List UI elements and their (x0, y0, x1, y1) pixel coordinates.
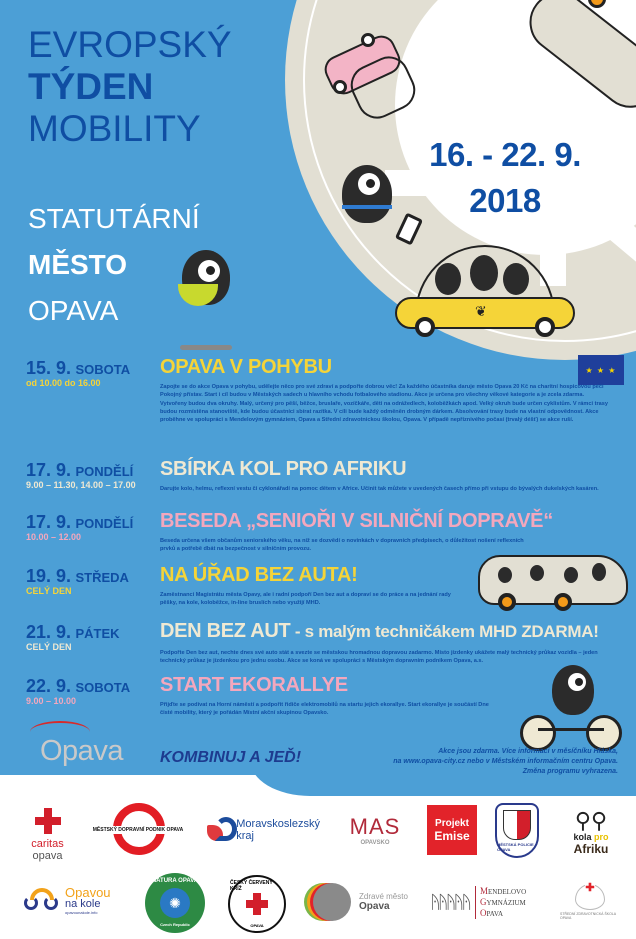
logo-cesky-cerveny-kriz: ČESKÝ ČERVENÝ KŘÍŽ OPAVA (228, 875, 286, 933)
logo-mas-opavsko: MAS OPAVSKO (349, 814, 401, 846)
msk-emblem-icon (205, 815, 237, 845)
event-day: 17. 9. PONDĚLÍ (26, 460, 134, 480)
date-year: 2018 (469, 182, 541, 219)
logo-natura-opava: NATURA OPAVA ✺ Czech Republic (145, 873, 205, 933)
tram-illustration (510, 0, 636, 140)
slogan: KOMBINUJ A JEĎ! (160, 749, 302, 766)
event-time: od 10.00 do 16.00 (26, 378, 101, 388)
yellow-electric-car-illustration: ❦ (395, 245, 575, 345)
cyclist-icon (22, 888, 62, 912)
opava-logo-word: Opava (40, 735, 123, 767)
cross-icon (34, 808, 61, 834)
poster-title: EVROPSKÝ TÝDEN MOBILITY (28, 26, 232, 147)
event-day: 15. 9. SOBOTA (26, 358, 131, 378)
partner-logos: caritas opava MĚSTSKÝ DOPRAVNÍ PODNIK OP… (0, 795, 636, 939)
event-description: Podpořte Den bez aut, nechte dnes své au… (160, 650, 598, 665)
bus-illustration (478, 555, 634, 615)
opava-city-logo: Opava (24, 721, 124, 775)
event-time: CELÝ DEN (26, 642, 72, 652)
red-cross-icon (246, 893, 268, 915)
event-description: Darujte kolo, helmu, reflexní vestu či c… (160, 486, 599, 492)
eu-flag-icon: ★ ★ ★ (578, 355, 624, 385)
zdrave-mesto-emblem-icon (313, 883, 351, 921)
logo-stredni-zdravotnicka-skola: ✚ STŘEDNÍ ZDRAVOTNICKÁ ŠKOLA OPAVA (560, 881, 616, 920)
event-time: 10.00 – 12.00 (26, 532, 82, 542)
pink-car-illustration (320, 25, 425, 126)
bicycle-icon: ⚲⚲ (574, 808, 608, 833)
logo-moravskoslezsky-kraj: Moravskoslezský kraj (205, 810, 320, 850)
leaf-icon: ❦ (475, 303, 487, 319)
blue-background-tail (250, 760, 636, 796)
skateboard-icon (180, 345, 232, 350)
event-day: 22. 9. SOBOTA (26, 676, 131, 696)
date-range: 16. - 22. 9. (429, 136, 581, 173)
event-time: CELÝ DEN (26, 586, 72, 596)
subtitle-line-3: OPAVA (28, 295, 119, 326)
opava-swoosh-icon (30, 721, 90, 743)
logo-caritas-opava: caritas opava (25, 800, 70, 870)
logo-kola-pro-afriku: ⚲⚲ kola pro Afriku (573, 808, 609, 857)
logo-zdrave-mesto-opava: Zdravé město Opava (303, 880, 423, 924)
event-title: START EKORALLYE (160, 674, 348, 696)
crab-icon: ✺ (160, 888, 190, 918)
skateboard-mascot (178, 250, 230, 306)
info-note: Akce jsou zdarma. Více informací v měsíč… (393, 748, 618, 775)
walking-mascot-with-phone (342, 165, 392, 223)
logo-opavou-na-kole: Opavou na kole opavounakole.info (22, 880, 122, 920)
logo-mendelovo-gymnazium: ᚤᚤᚤᚤᚤ MENDELOVO GYMNÁZIUM OPAVA (430, 885, 527, 919)
event-description: Beseda určena všem občanům seniorského v… (160, 538, 524, 553)
title-line-2: TÝDEN (28, 66, 154, 107)
event-description: Přijďte se podívat na Horní náměstí a po… (160, 702, 489, 717)
logo-mdpo: MĚSTSKÝ DOPRAVNÍ PODNIK OPAVA (88, 800, 188, 860)
shield-icon (503, 809, 531, 840)
event-time: 9.00 – 10.00 (26, 696, 77, 706)
event-title: SBÍRKA KOL PRO AFRIKU (160, 458, 407, 480)
event-time: 9.00 – 11.30, 14.00 – 17.00 (26, 480, 136, 490)
event-title: BESEDA „SENIOŘI V SILNIČNÍ DOPRAVĚ“ (160, 510, 553, 532)
title-line-1: EVROPSKÝ (28, 24, 232, 65)
event-description: Zaměstnanci Magistrátu města Opavy, ale … (160, 592, 451, 607)
event-day: 17. 9. PONDĚLÍ (26, 512, 134, 532)
subtitle-line-2: MĚSTO (28, 249, 128, 280)
event-description: Zapojte se do akce Opava v pohybu, uděle… (160, 384, 608, 424)
poster-subtitle: STATUTÁRNÍ MĚSTO OPAVA (28, 205, 200, 325)
event-day: 21. 9. PÁTEK (26, 622, 120, 642)
logo-mestska-policie: MĚSTSKÁ POLICIE OPAVA (495, 803, 539, 858)
event-title: NA ÚŘAD BEZ AUTA! (160, 564, 358, 586)
logo-projekt-emise: Projekt Emise (427, 805, 477, 855)
heart-cross-icon: ✚ (575, 881, 605, 910)
figures-icon: ᚤᚤᚤᚤᚤ (430, 891, 472, 912)
bicycle-icon (520, 710, 630, 755)
event-title: DEN BEZ AUT - s malým techničákem MHD ZD… (160, 620, 599, 642)
event-day: 19. 9. STŘEDA (26, 566, 129, 586)
event-title: OPAVA V POHYBU (160, 356, 332, 378)
subtitle-line-1: STATUTÁRNÍ (28, 203, 200, 234)
event-dates: 16. - 22. 9. 2018 (420, 132, 590, 224)
cyclist-mascot (552, 665, 594, 715)
title-line-3: MOBILITY (28, 108, 201, 149)
